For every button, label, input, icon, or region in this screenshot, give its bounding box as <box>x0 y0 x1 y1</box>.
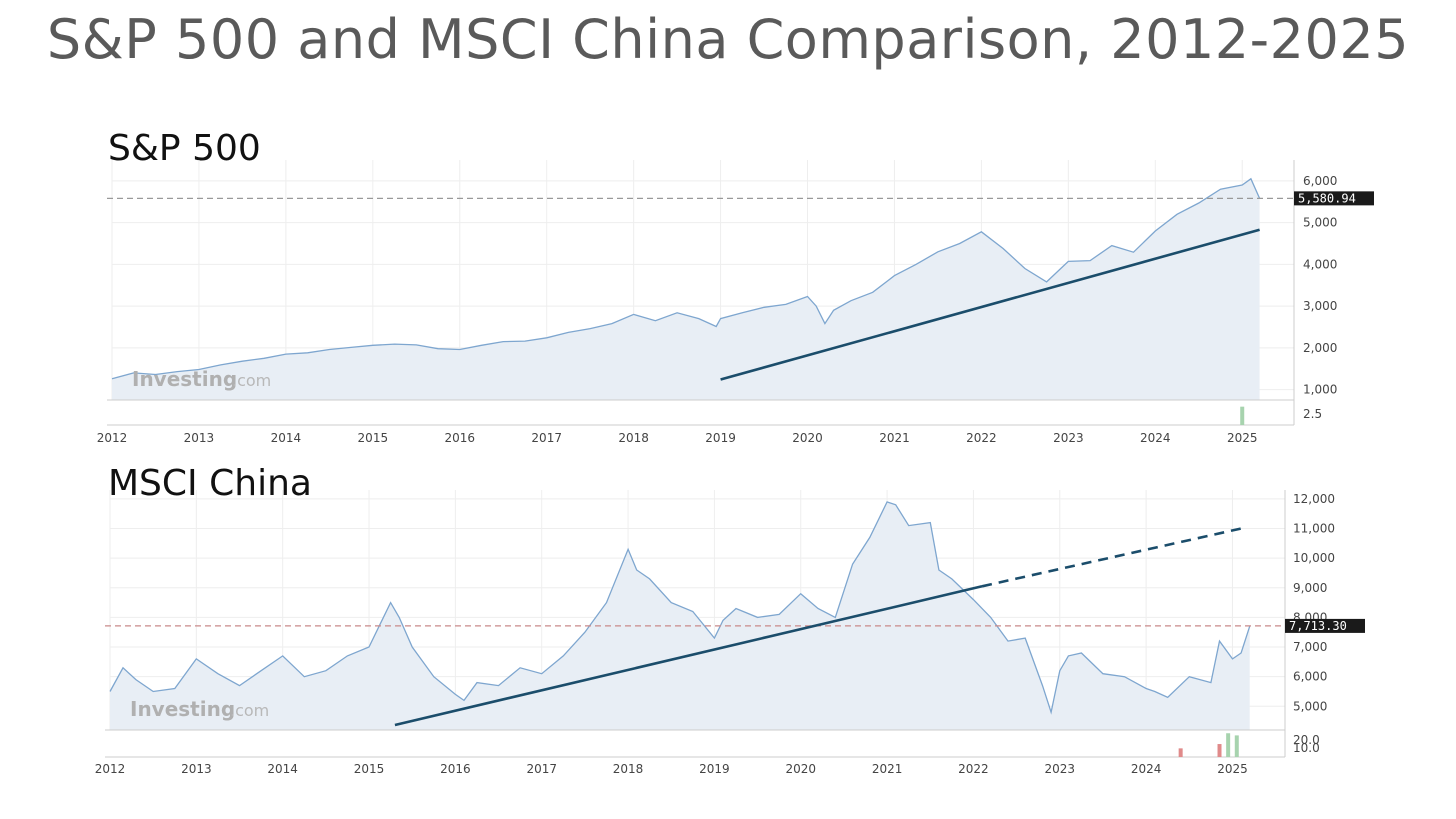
sp500-x-tick: 2024 <box>1140 431 1171 445</box>
msci-x-tick: 2012 <box>95 762 126 776</box>
sp500-current-price-tag <box>1294 191 1374 206</box>
sp500-x-tick: 2017 <box>531 431 562 445</box>
msci-y-tick: 9,000 <box>1293 581 1327 595</box>
sp500-x-tick: 2016 <box>444 431 475 445</box>
sp500-y-tick: 4,000 <box>1303 257 1337 271</box>
sp500-x-tick: 2022 <box>966 431 997 445</box>
msci-trendline <box>394 585 983 727</box>
msci-trendline-extension <box>981 527 1242 588</box>
sp500-x-tick: 2013 <box>184 431 215 445</box>
sp500-watermark-brand: Investing <box>132 367 237 391</box>
page-title: S&P 500 and MSCI China Comparison, 2012-… <box>46 8 1410 71</box>
sp500-current-price-label: 5,580.94 <box>1298 191 1356 205</box>
msci-x-tick: 2013 <box>181 762 212 776</box>
sp500-x-tick: 2020 <box>792 431 823 445</box>
sp500-y-tick: 6,000 <box>1303 174 1337 188</box>
sp500-y-tick: 5,000 <box>1303 216 1337 230</box>
sp500-x-tick: 2021 <box>879 431 910 445</box>
sp500-chart-title: S&P 500 <box>108 128 261 169</box>
sp500-volume-tick: 2.5 <box>1303 407 1322 421</box>
sp500-volume-bar <box>1240 406 1245 425</box>
sp500-trendline <box>720 228 1260 381</box>
msci-volume-bar <box>1234 735 1239 757</box>
msci-volume-bar <box>1217 744 1222 757</box>
msci-y-tick: 11,000 <box>1293 522 1335 536</box>
msci-current-price-tag <box>1285 618 1365 633</box>
sp500-x-tick: 2014 <box>271 431 302 445</box>
sp500-price-line <box>111 177 1261 380</box>
msci-volume-bar <box>1178 748 1183 757</box>
msci-x-tick: 2021 <box>872 762 903 776</box>
msci-x-tick: 2023 <box>1045 762 1076 776</box>
msci-y-tick: 7,000 <box>1293 640 1327 654</box>
sp500-x-tick: 2015 <box>358 431 389 445</box>
msci-x-tick: 2020 <box>785 762 816 776</box>
msci-x-tick: 2018 <box>613 762 644 776</box>
sp500-y-tick: 1,000 <box>1303 383 1337 397</box>
msci-x-tick: 2015 <box>354 762 385 776</box>
msci-volume-tick: 10.0 <box>1293 741 1320 755</box>
msci-volume-tick: 20.0 <box>1293 733 1320 747</box>
msci-y-tick: 10,000 <box>1293 551 1335 565</box>
sp500-x-tick: 2023 <box>1053 431 1084 445</box>
sp500-watermark-suffix: .com <box>232 371 271 390</box>
msci-price-line <box>109 501 1251 715</box>
msci-x-tick: 2016 <box>440 762 471 776</box>
msci-x-tick: 2025 <box>1217 762 1248 776</box>
msci-y-tick: 12,000 <box>1293 492 1335 506</box>
msci-watermark-brand: Investing <box>130 697 235 721</box>
msci-current-price-label: 7,713.30 <box>1289 619 1347 633</box>
msci-x-tick: 2014 <box>267 762 298 776</box>
msci-x-tick: 2017 <box>526 762 557 776</box>
msci-area-fill <box>110 501 1250 730</box>
msci-y-tick: 5,000 <box>1293 699 1327 713</box>
msci-volume-bar <box>1226 733 1231 757</box>
sp500-y-tick: 3,000 <box>1303 299 1337 313</box>
sp500-x-tick: 2025 <box>1227 431 1258 445</box>
msci-x-tick: 2019 <box>699 762 730 776</box>
msci-x-tick: 2024 <box>1131 762 1162 776</box>
sp500-x-tick: 2019 <box>705 431 736 445</box>
sp500-x-tick: 2012 <box>97 431 128 445</box>
sp500-y-tick: 2,000 <box>1303 341 1337 355</box>
msci-x-tick: 2022 <box>958 762 989 776</box>
msci-y-tick: 6,000 <box>1293 670 1327 684</box>
msci-china-chart-title: MSCI China <box>108 463 312 504</box>
sp500-x-tick: 2018 <box>618 431 649 445</box>
msci-watermark-suffix: .com <box>230 701 269 720</box>
